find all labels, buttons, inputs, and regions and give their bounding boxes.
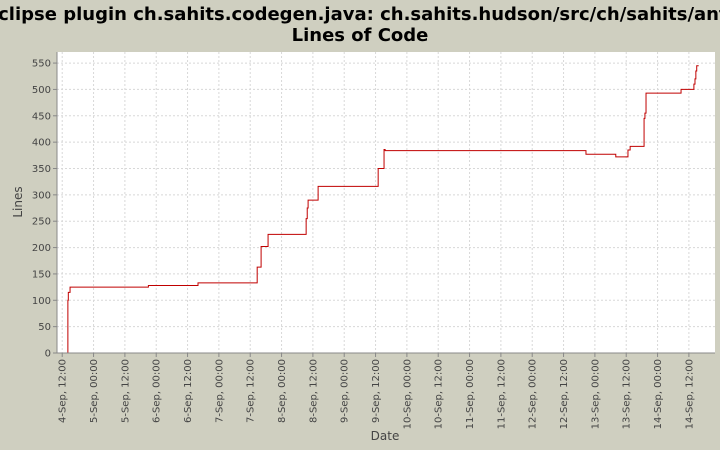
x-tick-label: 7-Sep, 12:00 [246,359,257,423]
x-tick-label: 4-Sep, 12:00 [58,359,69,423]
y-tick-label: 100 [32,296,51,307]
x-tick-label: 14-Sep, 12:00 [684,359,695,429]
x-tick-label: 13-Sep, 12:00 [622,359,633,429]
x-axis-label: Date [371,429,400,443]
step-line [67,65,699,354]
x-tick-label: 12-Sep, 12:00 [559,359,570,429]
x-tick-label: 5-Sep, 12:00 [120,359,131,423]
y-tick-label: 350 [32,164,51,175]
x-tick-label: 6-Sep, 00:00 [152,359,163,423]
y-tick-label: 150 [32,269,51,280]
x-tick-label: 11-Sep, 12:00 [496,359,507,429]
y-tick-label: 200 [32,243,51,254]
x-tick-label: 9-Sep, 12:00 [371,359,382,423]
x-tick-label: 8-Sep, 00:00 [277,359,288,423]
x-tick-label: 5-Sep, 00:00 [89,359,100,423]
y-axis-label: Lines [11,186,25,217]
y-tick-label: 50 [38,322,51,333]
y-tick-label: 400 [32,138,51,149]
x-tick-label: 6-Sep, 12:00 [183,359,194,423]
plot-area [57,52,715,353]
x-tick-label: 14-Sep, 00:00 [653,359,664,429]
chart-subtitle: Lines of Code [292,25,429,46]
x-tick-label: 12-Sep, 00:00 [528,359,539,429]
x-tick-label: 8-Sep, 12:00 [308,359,319,423]
y-tick-label: 550 [32,59,51,70]
x-tick-label: 13-Sep, 00:00 [590,359,601,429]
y-tick-label: 450 [32,111,51,122]
y-tick-label: 500 [32,85,51,96]
x-tick-label: 10-Sep, 00:00 [402,359,413,429]
chart-title: Eclipse plugin ch.sahits.codegen.java: c… [0,4,720,25]
x-tick-label: 7-Sep, 00:00 [214,359,225,423]
y-tick-label: 250 [32,217,51,228]
x-tick-label: 10-Sep, 12:00 [434,359,445,429]
y-tick-label: 0 [45,349,51,360]
y-tick-label: 300 [32,190,51,201]
x-tick-label: 11-Sep, 00:00 [465,359,476,429]
x-tick-label: 9-Sep, 00:00 [340,359,351,423]
